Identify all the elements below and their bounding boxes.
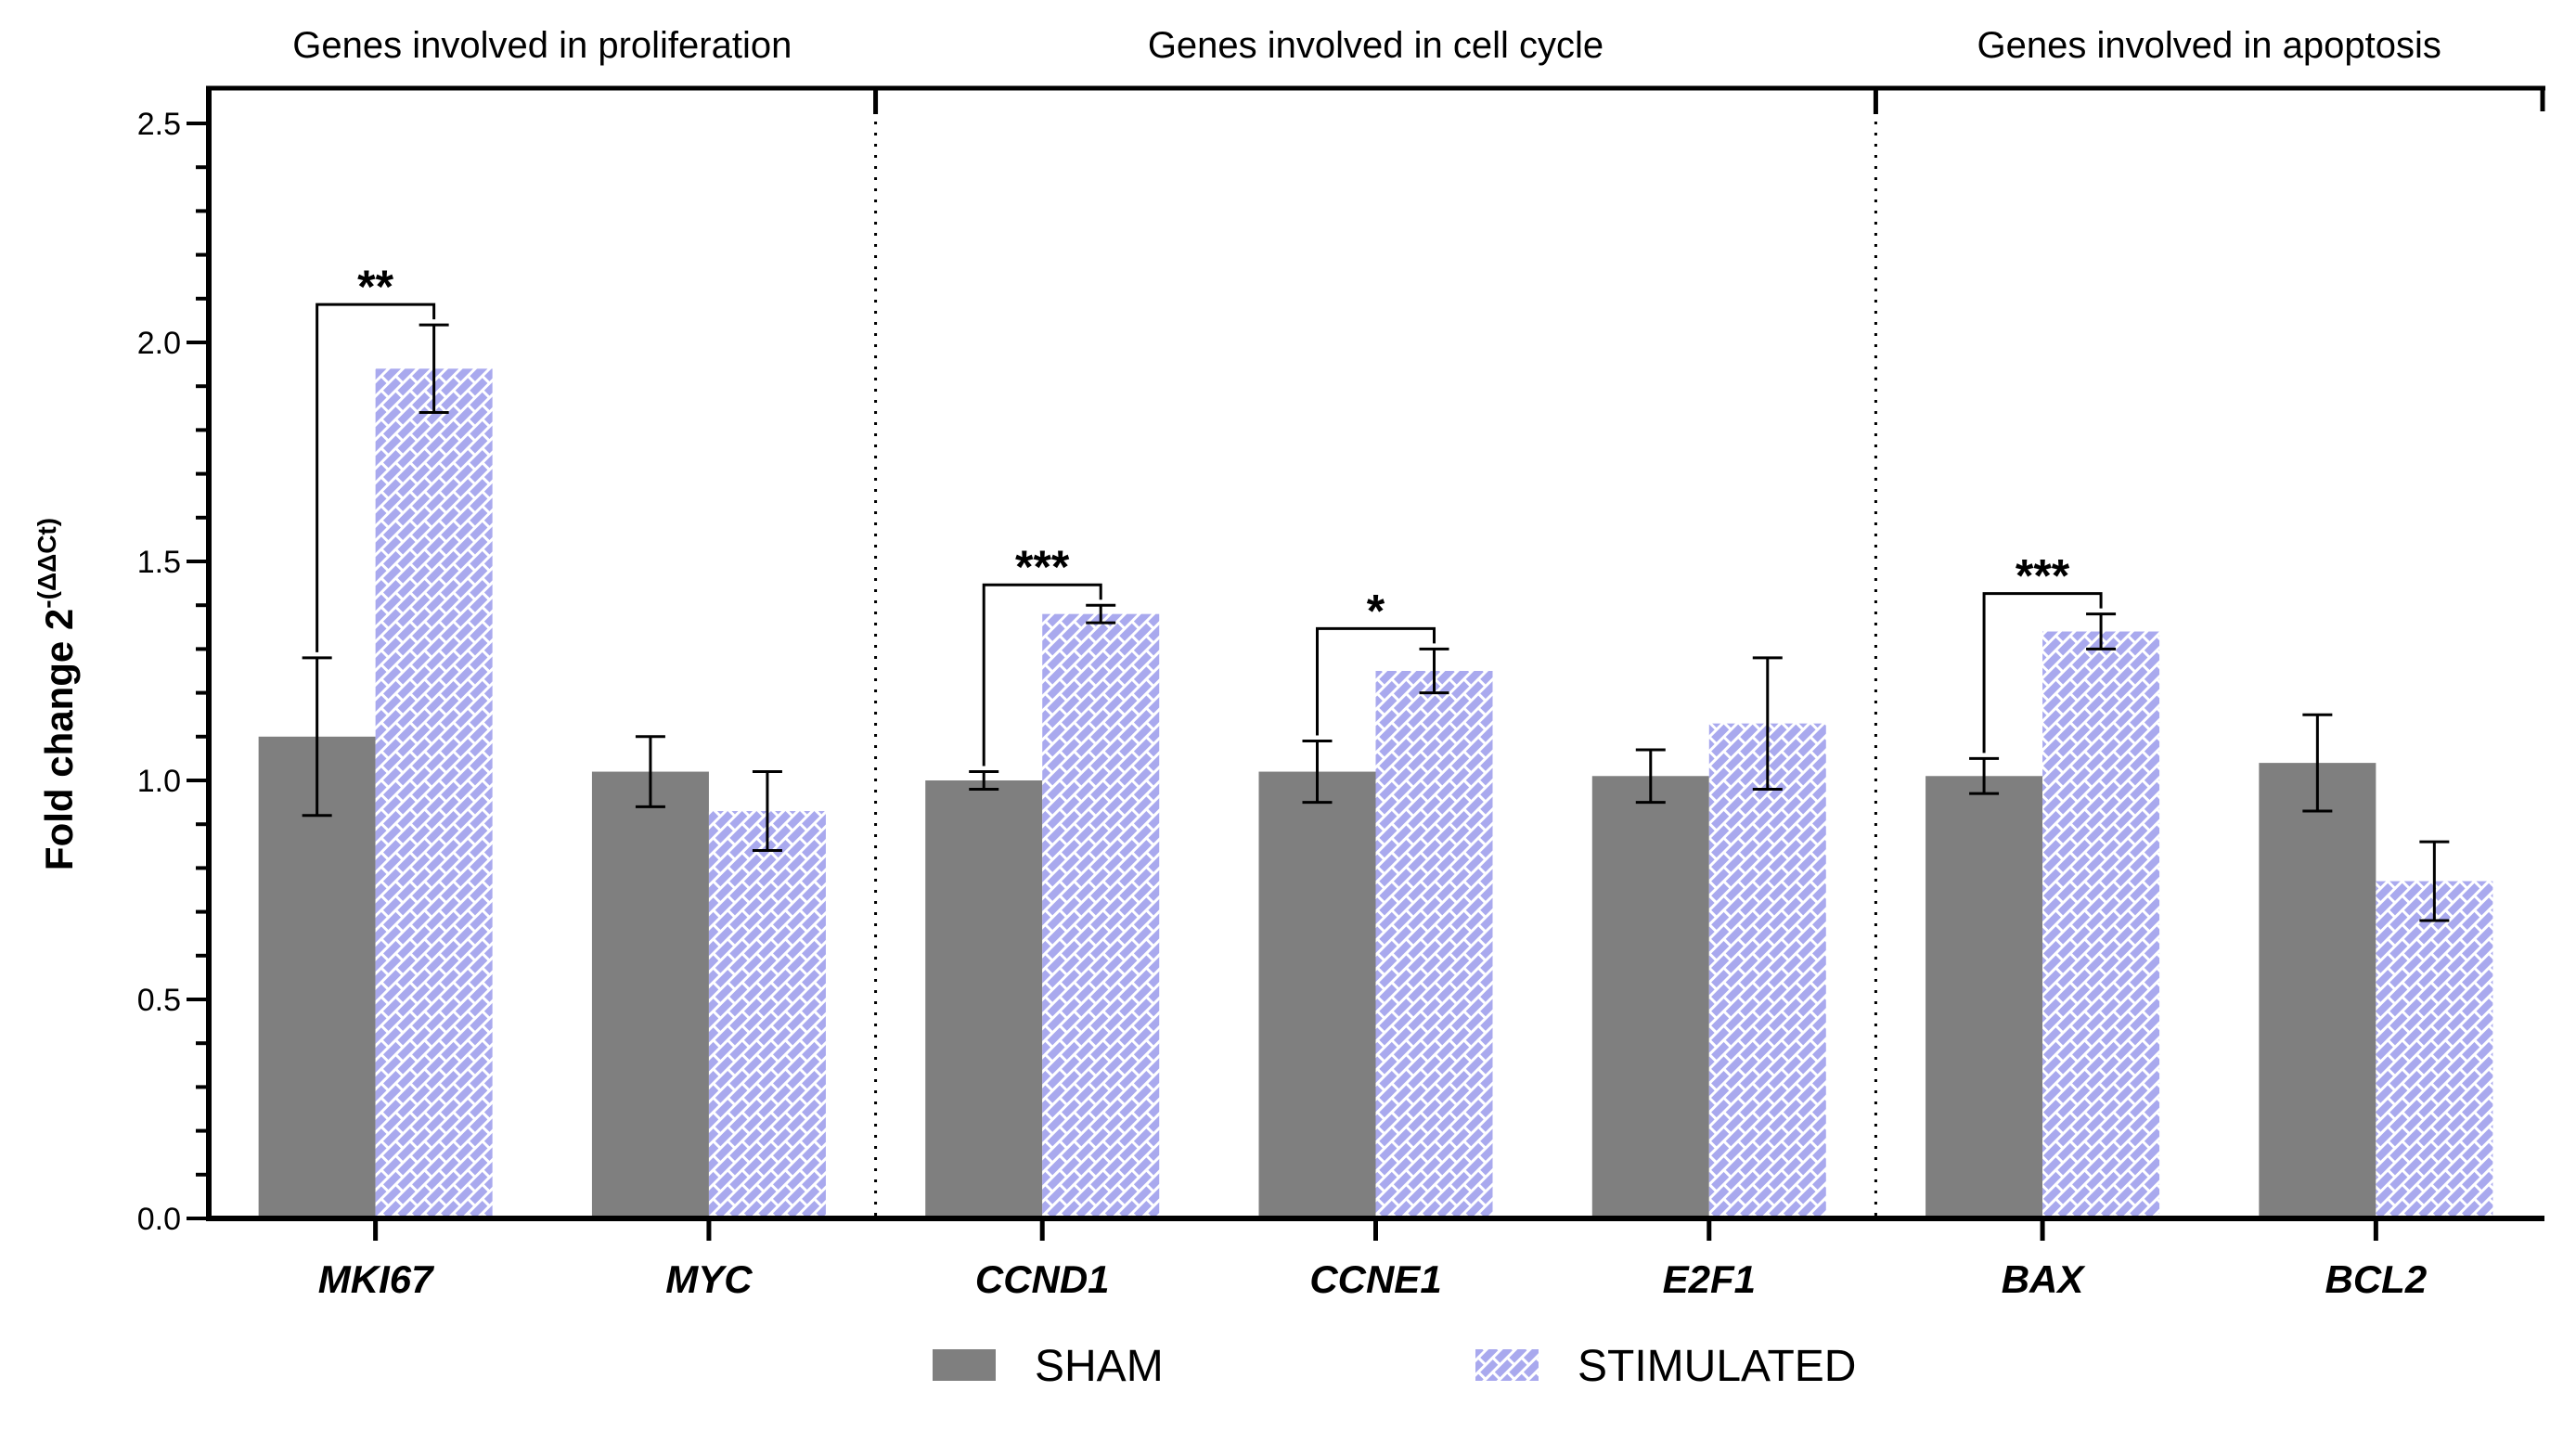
- significance-bracket-bax: [1982, 592, 2103, 754]
- x-tick-label-ccne1: CCNE1: [1309, 1257, 1441, 1301]
- y-tick-label: 2.0: [137, 326, 181, 361]
- y-axis-label-superscript: -(ΔΔCt): [32, 518, 61, 609]
- sham-bar-myc: [591, 771, 709, 1218]
- sham-bar-ccne1: [1258, 771, 1376, 1218]
- significance-bracket-ccnd1: [982, 583, 1102, 767]
- sham-bar-mki67: [258, 736, 376, 1218]
- legend-label-stimulated: STIMULATED: [1578, 1342, 1856, 1391]
- stimulated-bar-ccnd1: [1042, 613, 1160, 1218]
- stimulated-bar-e2f1: [1708, 723, 1826, 1218]
- x-tick-label-bcl2: BCL2: [2325, 1257, 2428, 1301]
- group-label-0: Genes involved in proliferation: [292, 25, 792, 66]
- x-tick-label-e2f1: E2F1: [1663, 1257, 1756, 1301]
- legend-label-sham: SHAM: [1035, 1342, 1164, 1391]
- stimulated-bar-mki67: [375, 368, 493, 1218]
- stimulated-bar-bcl2: [2376, 881, 2493, 1218]
- sham-bar-e2f1: [1591, 776, 1709, 1218]
- y-tick-label: 1.0: [137, 764, 181, 799]
- y-tick-label: 0.5: [137, 983, 181, 1018]
- significance-label-ccne1: *: [1367, 585, 1385, 637]
- group-label-1: Genes involved in cell cycle: [1148, 25, 1604, 66]
- significance-bracket-ccne1: [1316, 626, 1436, 736]
- x-tick-label-ccnd1: CCND1: [975, 1257, 1110, 1301]
- sham-bar-bax: [1926, 776, 2043, 1218]
- x-tick-label-bax: BAX: [2002, 1257, 2087, 1301]
- group-label-2: Genes involved in apoptosis: [1977, 25, 2441, 66]
- y-tick-label: 1.5: [137, 545, 181, 580]
- sham-bar-bcl2: [2259, 763, 2376, 1218]
- y-tick-label: 0.0: [137, 1202, 181, 1237]
- significance-label-bax: ***: [2016, 550, 2070, 602]
- y-tick-label: 2.5: [137, 107, 181, 142]
- x-tick-label-myc: MYC: [665, 1257, 753, 1301]
- significance-label-mki67: **: [357, 261, 393, 313]
- stimulated-bar-myc: [708, 811, 826, 1218]
- stimulated-bar-bax: [2042, 631, 2160, 1218]
- legend-swatch-sham: [933, 1349, 996, 1381]
- x-tick-label-mki67: MKI67: [318, 1257, 434, 1301]
- y-axis-label: Fold change 2-(ΔΔCt): [32, 518, 81, 870]
- legend-swatch-stimulated: [1475, 1349, 1539, 1381]
- significance-label-ccnd1: ***: [1015, 541, 1070, 593]
- significance-bracket-mki67: [316, 303, 436, 652]
- sham-bar-ccnd1: [925, 780, 1043, 1218]
- stimulated-bar-ccne1: [1375, 671, 1493, 1218]
